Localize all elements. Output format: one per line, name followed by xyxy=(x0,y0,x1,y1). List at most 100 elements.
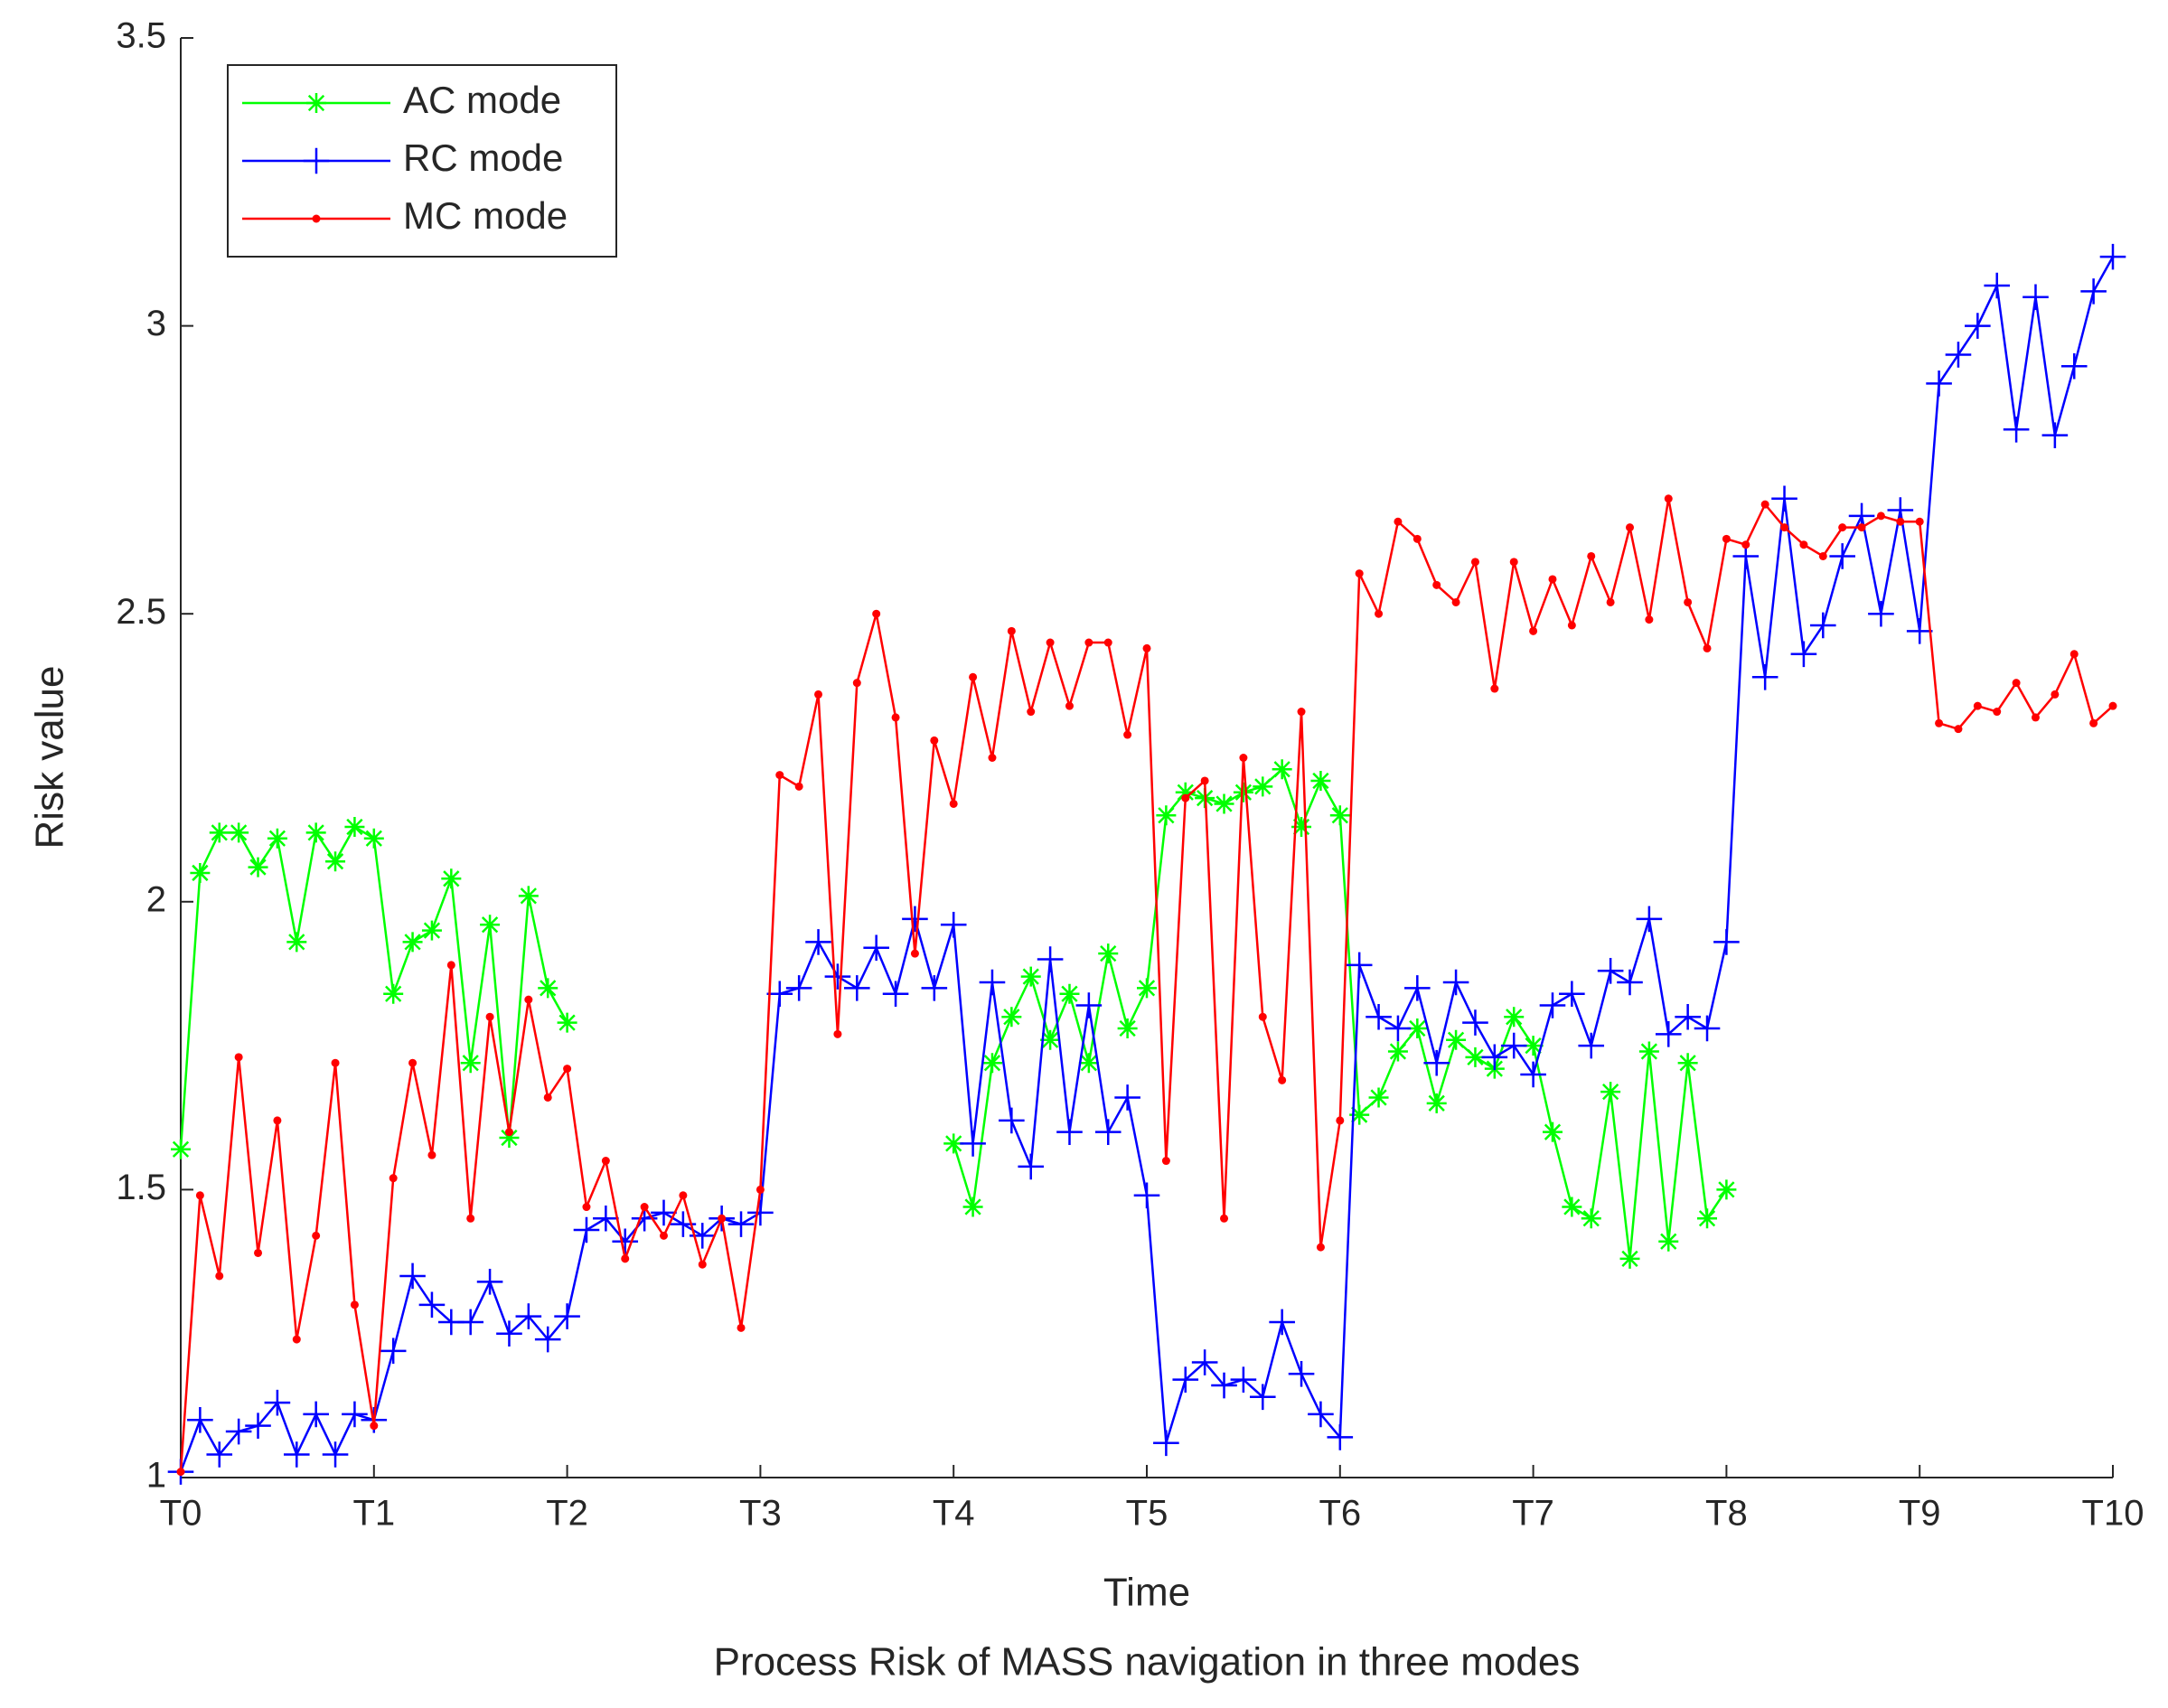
marker xyxy=(1857,523,1866,532)
marker xyxy=(1272,759,1292,780)
marker xyxy=(1677,1053,1698,1074)
marker xyxy=(1117,1018,1138,1038)
marker xyxy=(1965,313,1991,339)
marker xyxy=(1465,1046,1486,1067)
marker xyxy=(1103,638,1112,647)
marker xyxy=(852,679,861,688)
marker xyxy=(457,1309,483,1336)
marker xyxy=(1133,1182,1160,1209)
marker xyxy=(962,1197,983,1217)
marker xyxy=(399,1262,426,1290)
marker xyxy=(1600,1082,1621,1103)
marker xyxy=(1790,641,1817,668)
marker xyxy=(312,214,321,223)
marker xyxy=(1470,558,1479,567)
marker xyxy=(1230,1366,1257,1393)
marker xyxy=(1269,1309,1295,1336)
marker xyxy=(215,1272,224,1281)
marker xyxy=(969,672,978,681)
marker xyxy=(1716,1179,1737,1200)
marker xyxy=(554,1303,580,1329)
marker xyxy=(1799,540,1808,549)
marker xyxy=(805,929,831,955)
marker xyxy=(930,736,939,745)
marker xyxy=(1065,701,1074,710)
marker xyxy=(267,828,287,849)
marker xyxy=(1935,718,1944,727)
marker xyxy=(2041,422,2069,448)
marker xyxy=(1542,1121,1563,1142)
marker xyxy=(1945,342,1972,368)
legend: AC mode RC mode MC mode xyxy=(227,64,617,258)
marker xyxy=(1587,551,1596,560)
marker xyxy=(225,1418,252,1445)
series-line xyxy=(953,767,1728,1260)
marker xyxy=(325,851,346,872)
marker xyxy=(176,1468,185,1477)
marker xyxy=(1760,500,1769,509)
marker xyxy=(1868,600,1894,627)
marker xyxy=(557,1012,577,1033)
marker xyxy=(833,1029,842,1038)
marker xyxy=(1490,684,1499,693)
marker xyxy=(1046,638,1055,647)
marker xyxy=(273,1116,282,1125)
marker xyxy=(766,981,793,1008)
marker xyxy=(408,1058,418,1067)
marker xyxy=(1664,494,1673,503)
marker xyxy=(1291,816,1312,837)
marker xyxy=(872,609,881,618)
marker xyxy=(960,1131,986,1157)
marker xyxy=(2099,243,2126,270)
marker xyxy=(229,822,249,843)
marker xyxy=(563,1065,572,1074)
marker xyxy=(1829,543,1855,569)
marker xyxy=(292,1335,301,1344)
y-tick-label: 1 xyxy=(146,1456,166,1496)
marker xyxy=(747,1199,774,1226)
marker xyxy=(1520,1061,1546,1088)
marker xyxy=(1288,1361,1315,1387)
marker xyxy=(863,934,889,962)
marker xyxy=(1412,534,1422,543)
marker xyxy=(1810,612,1836,639)
marker xyxy=(2003,416,2030,443)
marker xyxy=(1626,523,1634,532)
marker xyxy=(1316,1243,1325,1252)
marker xyxy=(1297,708,1306,717)
marker xyxy=(1040,1029,1061,1050)
marker xyxy=(2060,352,2088,380)
marker xyxy=(402,932,423,953)
marker xyxy=(1249,1384,1276,1411)
marker xyxy=(363,828,384,849)
marker xyxy=(2031,713,2040,722)
marker xyxy=(1567,621,1576,630)
marker xyxy=(785,975,812,1001)
chart-title: Process Risk of MASS navigation in three… xyxy=(714,1640,1581,1685)
marker xyxy=(1741,540,1750,549)
marker xyxy=(1310,770,1331,791)
marker xyxy=(1915,517,1924,526)
marker xyxy=(1509,558,1518,567)
marker xyxy=(1394,517,1403,526)
marker xyxy=(824,963,851,990)
marker xyxy=(814,690,823,699)
marker xyxy=(601,1157,610,1166)
marker xyxy=(1504,1007,1525,1028)
marker xyxy=(1529,626,1538,635)
marker xyxy=(1926,371,1952,397)
marker xyxy=(303,147,330,174)
marker xyxy=(1500,1032,1527,1059)
marker xyxy=(312,1231,321,1240)
x-tick-label: T6 xyxy=(1319,1494,1361,1534)
marker xyxy=(1523,1036,1544,1056)
marker xyxy=(1751,663,1779,690)
marker xyxy=(921,975,948,1001)
marker xyxy=(1059,983,1080,1004)
marker xyxy=(1375,609,1384,618)
marker xyxy=(1007,626,1016,635)
marker xyxy=(206,1441,233,1468)
marker xyxy=(621,1254,630,1263)
marker xyxy=(1327,1424,1354,1450)
marker xyxy=(999,1107,1025,1134)
